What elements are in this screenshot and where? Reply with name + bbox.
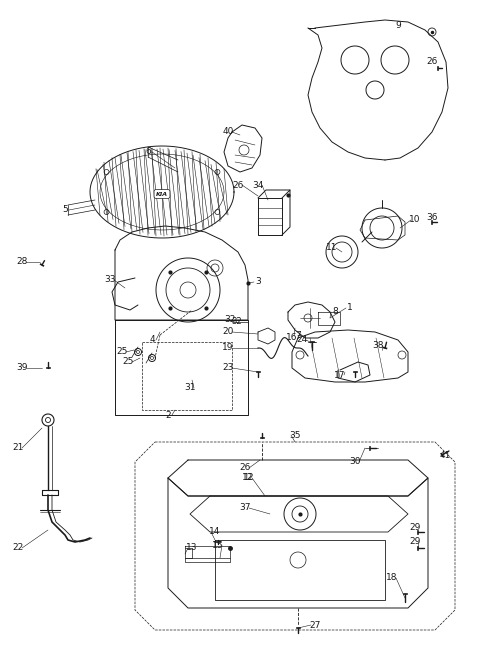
Text: 21: 21 — [12, 443, 24, 453]
Text: 8: 8 — [332, 307, 338, 317]
Text: 27: 27 — [309, 621, 321, 630]
Text: 13: 13 — [186, 543, 198, 553]
Text: 25: 25 — [122, 358, 134, 366]
Text: 26: 26 — [232, 181, 244, 190]
Text: 7: 7 — [295, 332, 301, 341]
Text: 20: 20 — [222, 328, 234, 337]
Text: 4: 4 — [149, 336, 155, 345]
Text: 26: 26 — [240, 464, 251, 472]
Text: 37: 37 — [239, 504, 251, 513]
Text: 15: 15 — [212, 540, 224, 549]
Text: 18: 18 — [386, 574, 398, 583]
Text: 30: 30 — [349, 458, 361, 466]
Text: 23: 23 — [222, 364, 234, 373]
Text: 41: 41 — [439, 451, 451, 460]
Text: 5: 5 — [62, 205, 68, 215]
Text: 39: 39 — [16, 364, 28, 373]
Text: 32: 32 — [224, 315, 236, 324]
Text: 32: 32 — [232, 317, 242, 326]
Text: 19: 19 — [222, 343, 234, 353]
Text: 33: 33 — [104, 275, 116, 284]
Text: 11: 11 — [326, 243, 338, 252]
Text: 10: 10 — [409, 216, 421, 224]
Text: 34: 34 — [252, 181, 264, 190]
Text: KIA: KIA — [156, 192, 168, 196]
Text: 36: 36 — [426, 213, 438, 222]
Text: 31: 31 — [184, 383, 196, 392]
Text: 28: 28 — [16, 258, 28, 266]
Text: 35: 35 — [289, 430, 301, 439]
Text: 29: 29 — [409, 538, 420, 547]
Text: 40: 40 — [222, 128, 234, 137]
Text: 1: 1 — [347, 303, 353, 313]
Text: 25: 25 — [116, 347, 128, 356]
Text: 6: 6 — [145, 148, 151, 156]
Text: 24: 24 — [296, 336, 308, 345]
Text: 14: 14 — [209, 528, 221, 536]
Text: 2: 2 — [165, 411, 171, 419]
Text: 16: 16 — [286, 334, 298, 343]
Text: 3: 3 — [255, 277, 261, 286]
Text: 26: 26 — [426, 58, 438, 67]
Text: 9: 9 — [395, 20, 401, 29]
Text: 17: 17 — [334, 371, 346, 379]
Text: 12: 12 — [242, 473, 254, 483]
Text: 22: 22 — [12, 543, 24, 553]
Text: 12: 12 — [243, 473, 253, 483]
Text: 29: 29 — [409, 523, 420, 532]
Text: 38: 38 — [372, 341, 384, 349]
